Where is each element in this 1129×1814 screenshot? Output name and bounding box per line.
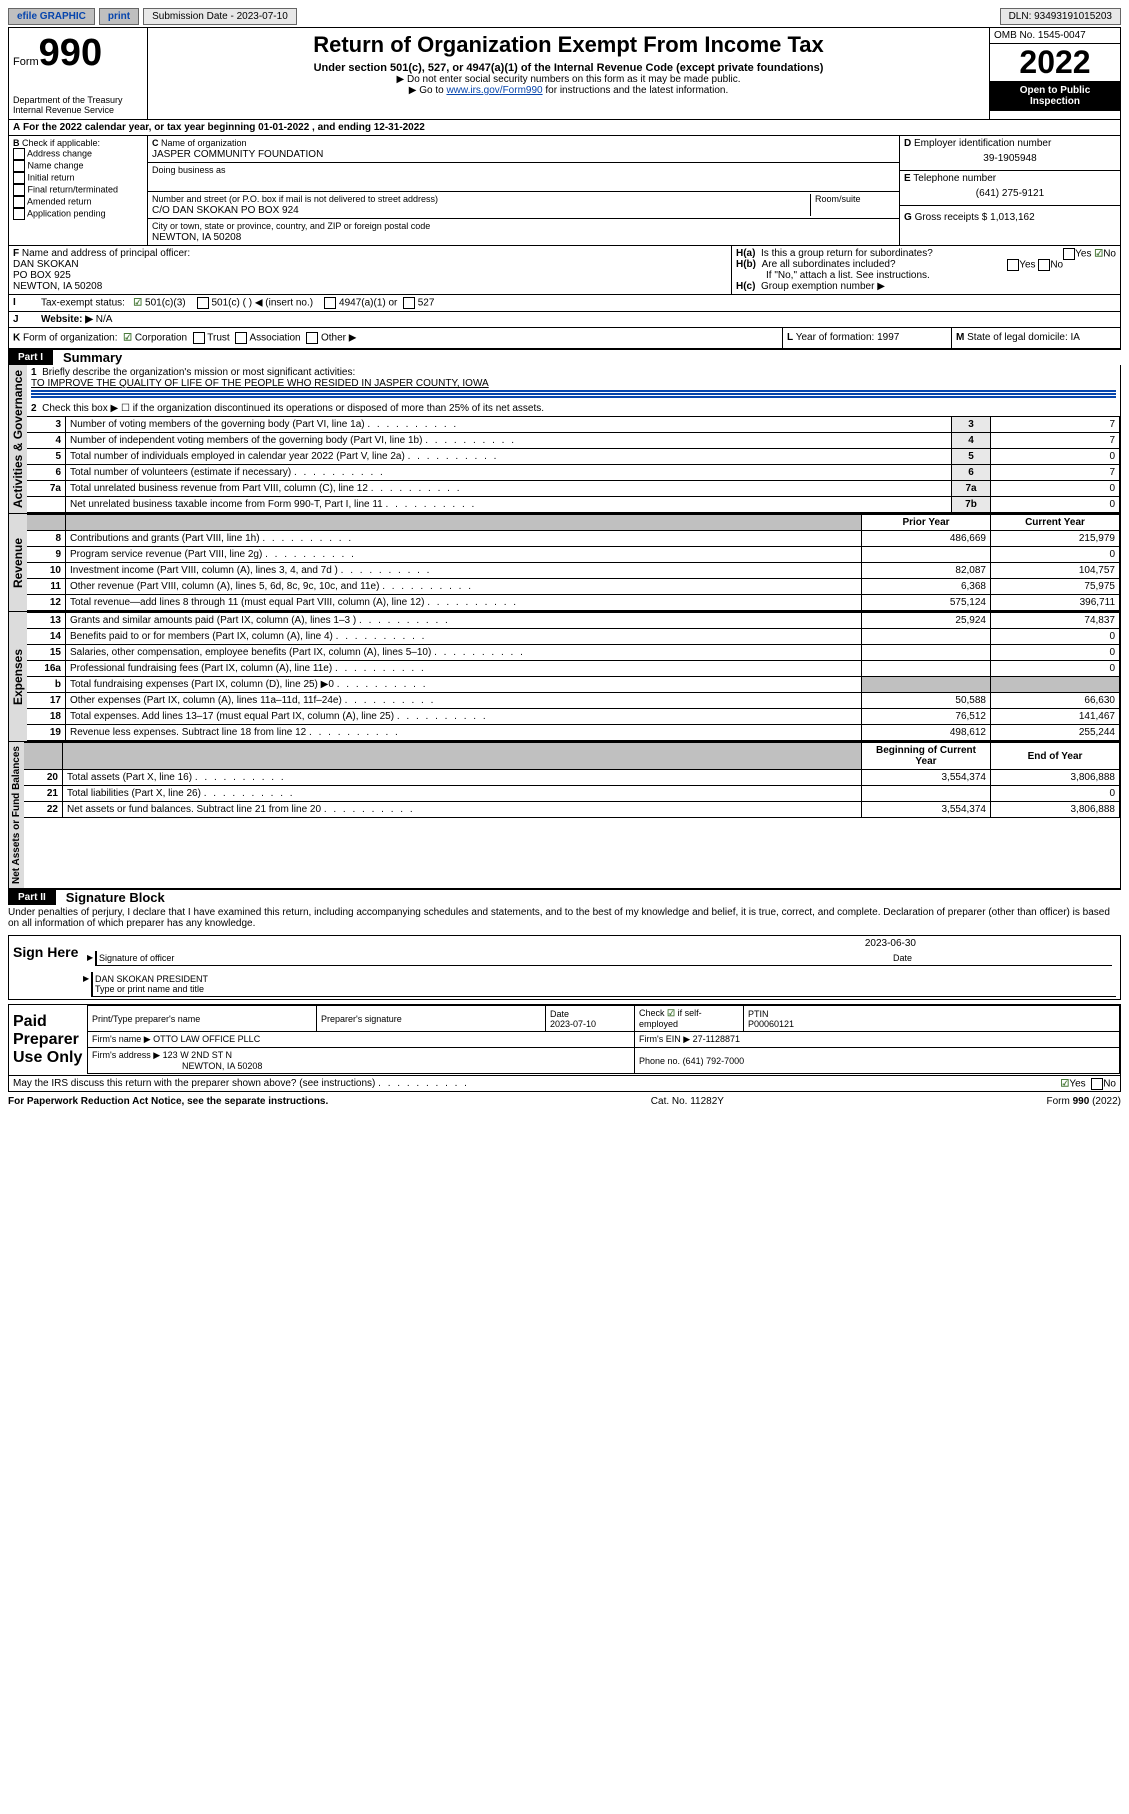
part2-header: Part II Signature Block xyxy=(8,889,1121,905)
print-btn[interactable]: print xyxy=(99,8,139,25)
submission-date: Submission Date - 2023-07-10 xyxy=(143,8,297,25)
open-inspection: Open to Public Inspection xyxy=(990,81,1120,111)
form-title: Return of Organization Exempt From Incom… xyxy=(152,32,985,58)
subtitle-3: ▶ Go to www.irs.gov/Form990 for instruct… xyxy=(152,85,985,96)
dept-label: Department of the Treasury xyxy=(13,95,143,105)
net-label: Net Assets or Fund Balances xyxy=(9,742,24,888)
tax-year: 2022 xyxy=(990,44,1120,81)
mission: TO IMPROVE THE QUALITY OF LIFE OF THE PE… xyxy=(31,378,489,389)
irs-label: Internal Revenue Service xyxy=(13,105,143,115)
officer-sig-name: DAN SKOKAN PRESIDENT xyxy=(95,974,208,984)
section-bcde: B Check if applicable: Address change Na… xyxy=(8,136,1121,246)
page-footer: For Paperwork Reduction Act Notice, see … xyxy=(8,1096,1121,1107)
telephone: (641) 275-9121 xyxy=(904,184,1116,203)
paid-preparer-block: Paid Preparer Use Only Print/Type prepar… xyxy=(8,1004,1121,1076)
subtitle-2: ▶ Do not enter social security numbers o… xyxy=(152,74,985,85)
rev-table: Prior YearCurrent Year8Contributions and… xyxy=(27,514,1120,611)
gross-receipts: 1,013,162 xyxy=(990,212,1035,223)
section-fh: F Name and address of principal officer:… xyxy=(8,246,1121,295)
gov-label: Activities & Governance xyxy=(9,365,27,513)
topbar: efile GRAPHIC print Submission Date - 20… xyxy=(8,8,1121,25)
part1-header: Part I Summary xyxy=(8,349,1121,365)
exp-table: 13Grants and similar amounts paid (Part … xyxy=(27,612,1120,741)
irs-link[interactable]: www.irs.gov/Form990 xyxy=(446,85,542,96)
officer-name: DAN SKOKAN xyxy=(13,259,79,270)
omb-number: OMB No. 1545-0047 xyxy=(990,28,1120,44)
org-city: NEWTON, IA 50208 xyxy=(152,232,241,243)
form-header: Form990 Department of the Treasury Inter… xyxy=(8,27,1121,120)
net-table: Beginning of Current YearEnd of Year20To… xyxy=(24,742,1120,818)
efile-btn[interactable]: efile GRAPHIC xyxy=(8,8,95,25)
form-number: Form990 xyxy=(13,32,143,75)
org-name: JASPER COMMUNITY FOUNDATION xyxy=(152,149,323,160)
website: N/A xyxy=(96,314,113,325)
subtitle-1: Under section 501(c), 527, or 4947(a)(1)… xyxy=(152,62,985,74)
perjury-text: Under penalties of perjury, I declare th… xyxy=(8,905,1121,931)
box-b: B Check if applicable: Address change Na… xyxy=(9,136,148,245)
gov-table: 3Number of voting members of the governi… xyxy=(27,416,1120,513)
exp-label: Expenses xyxy=(9,612,27,741)
section-j: J Website: ▶ N/A xyxy=(8,312,1121,328)
section-klm: K Form of organization: ☑ Corporation Tr… xyxy=(8,328,1121,349)
line-a: A For the 2022 calendar year, or tax yea… xyxy=(8,120,1121,136)
rev-label: Revenue xyxy=(9,514,27,611)
discuss-row: May the IRS discuss this return with the… xyxy=(8,1076,1121,1092)
dln: DLN: 93493191015203 xyxy=(1000,8,1121,25)
sign-here-block: Sign Here 2023-06-30 Signature of office… xyxy=(8,935,1121,1000)
org-address: C/O DAN SKOKAN PO BOX 924 xyxy=(152,205,299,216)
ein: 39-1905948 xyxy=(904,149,1116,168)
section-i: I Tax-exempt status: ☑ 501(c)(3) 501(c) … xyxy=(8,295,1121,312)
